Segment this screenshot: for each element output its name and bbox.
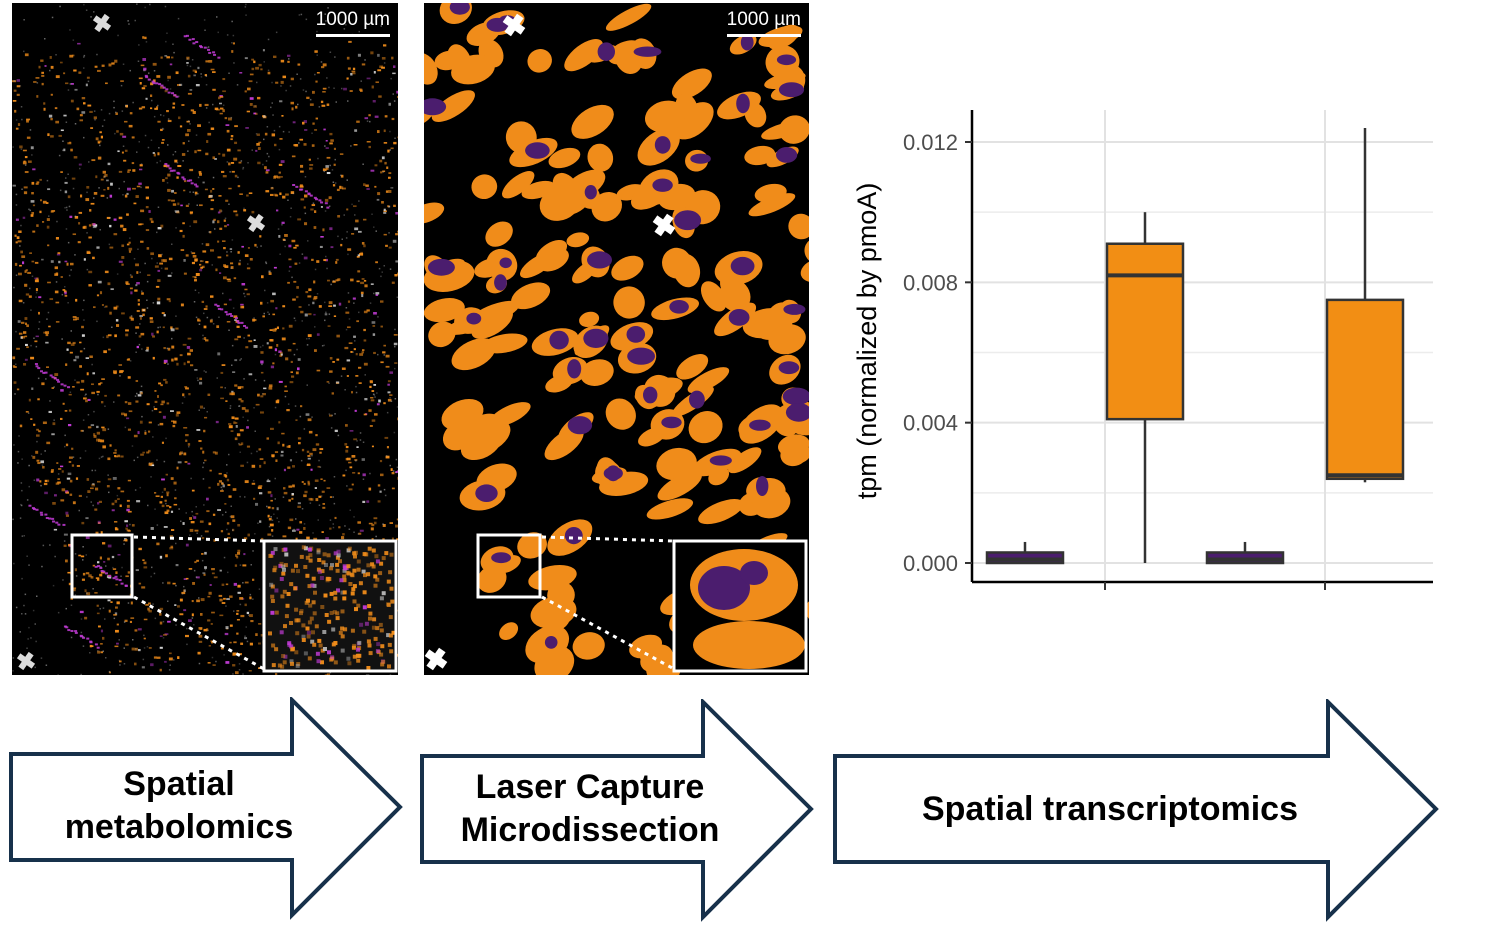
fiducial-marker bbox=[502, 13, 526, 37]
y-tick-label: 0.004 bbox=[903, 411, 958, 436]
lcm-image-panel: 1000 µm bbox=[424, 3, 809, 675]
lcm-image bbox=[424, 3, 809, 675]
box-purple bbox=[985, 541, 1065, 565]
zoom-connector bbox=[133, 595, 265, 671]
zoom-connector bbox=[541, 595, 675, 671]
arrow-label-line1: Spatial transcriptomics bbox=[921, 790, 1298, 828]
y-tick-label: 0.008 bbox=[903, 270, 958, 295]
arrow-label-line2: metabolomics bbox=[64, 807, 294, 846]
scale-bar-label: 1000 µm bbox=[315, 9, 390, 30]
y-axis-label: tpm (normalized by pmoA) bbox=[852, 183, 882, 500]
fiducial-marker bbox=[92, 13, 112, 33]
box-orange bbox=[1105, 212, 1185, 563]
arrow-label-lcm: Laser Capture Microdissection bbox=[425, 766, 755, 851]
arrow-label-line1: Spatial bbox=[123, 765, 235, 803]
zoom-region-box bbox=[70, 533, 134, 599]
fiducial-marker bbox=[16, 651, 36, 671]
metabolomics-image-panel: 1000 µm bbox=[12, 3, 398, 675]
box bbox=[1325, 298, 1405, 481]
arrow-label-line1: Laser Capture bbox=[475, 768, 705, 806]
zoom-inset bbox=[672, 539, 808, 673]
arrow-spatial-transcriptomics bbox=[833, 699, 1439, 922]
y-tick-label: 0.012 bbox=[903, 130, 958, 155]
arrow-spatial-metabolomics bbox=[9, 697, 403, 920]
boxplot-chart: 0.000 0.004 0.008 0.012 tpm (normalized by p… bbox=[852, 110, 1433, 590]
scale-bar-label: 1000 µm bbox=[726, 9, 801, 30]
zoom-region-box bbox=[476, 533, 542, 599]
box-purple bbox=[1205, 541, 1285, 565]
arrow-label-metabolomics: Spatial metabolomics bbox=[20, 763, 338, 848]
arrow-label-line2: Microdissection bbox=[460, 810, 720, 849]
zoom-connector bbox=[133, 535, 265, 543]
scale-bar: 1000 µm bbox=[315, 9, 390, 37]
fiducial-marker bbox=[246, 213, 266, 233]
metabolomics-image bbox=[12, 3, 398, 675]
box bbox=[1105, 242, 1185, 421]
box-orange bbox=[1325, 127, 1405, 483]
scale-bar-line bbox=[726, 34, 801, 37]
lcm-region-layer bbox=[424, 3, 809, 675]
zoom-connector bbox=[541, 535, 675, 543]
fiducial-marker bbox=[424, 647, 448, 671]
scale-bar-line bbox=[315, 34, 390, 37]
arrow-laser-capture bbox=[420, 699, 814, 922]
arrow-label-transcriptomics: Spatial transcriptomics bbox=[850, 788, 1370, 831]
fiducial-marker bbox=[652, 213, 676, 237]
y-tick-label: 0.000 bbox=[903, 551, 958, 576]
zoom-inset bbox=[262, 539, 398, 673]
speckle-layer bbox=[12, 3, 398, 675]
scale-bar: 1000 µm bbox=[726, 9, 801, 37]
